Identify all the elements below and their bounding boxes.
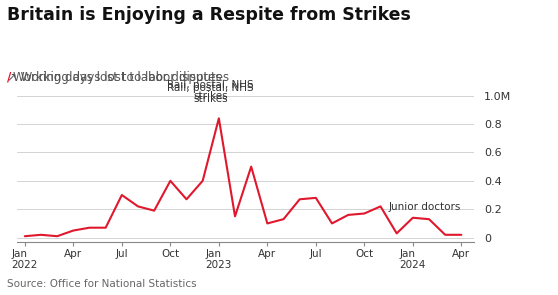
Text: Britain is Enjoying a Respite from Strikes: Britain is Enjoying a Respite from Strik… — [7, 6, 411, 24]
Text: Source: Office for National Statistics: Source: Office for National Statistics — [7, 279, 196, 289]
Text: Rail, postal, NHS
strikes: Rail, postal, NHS strikes — [167, 80, 254, 101]
Text: Rail, postal, NHS
strikes: Rail, postal, NHS strikes — [167, 83, 254, 104]
Text: ↗ Working days lost to labor disputes: ↗ Working days lost to labor disputes — [7, 71, 229, 84]
Text: /: / — [7, 71, 11, 84]
Text: Working days lost to labor disputes: Working days lost to labor disputes — [13, 71, 222, 84]
Text: Junior doctors: Junior doctors — [388, 202, 461, 212]
